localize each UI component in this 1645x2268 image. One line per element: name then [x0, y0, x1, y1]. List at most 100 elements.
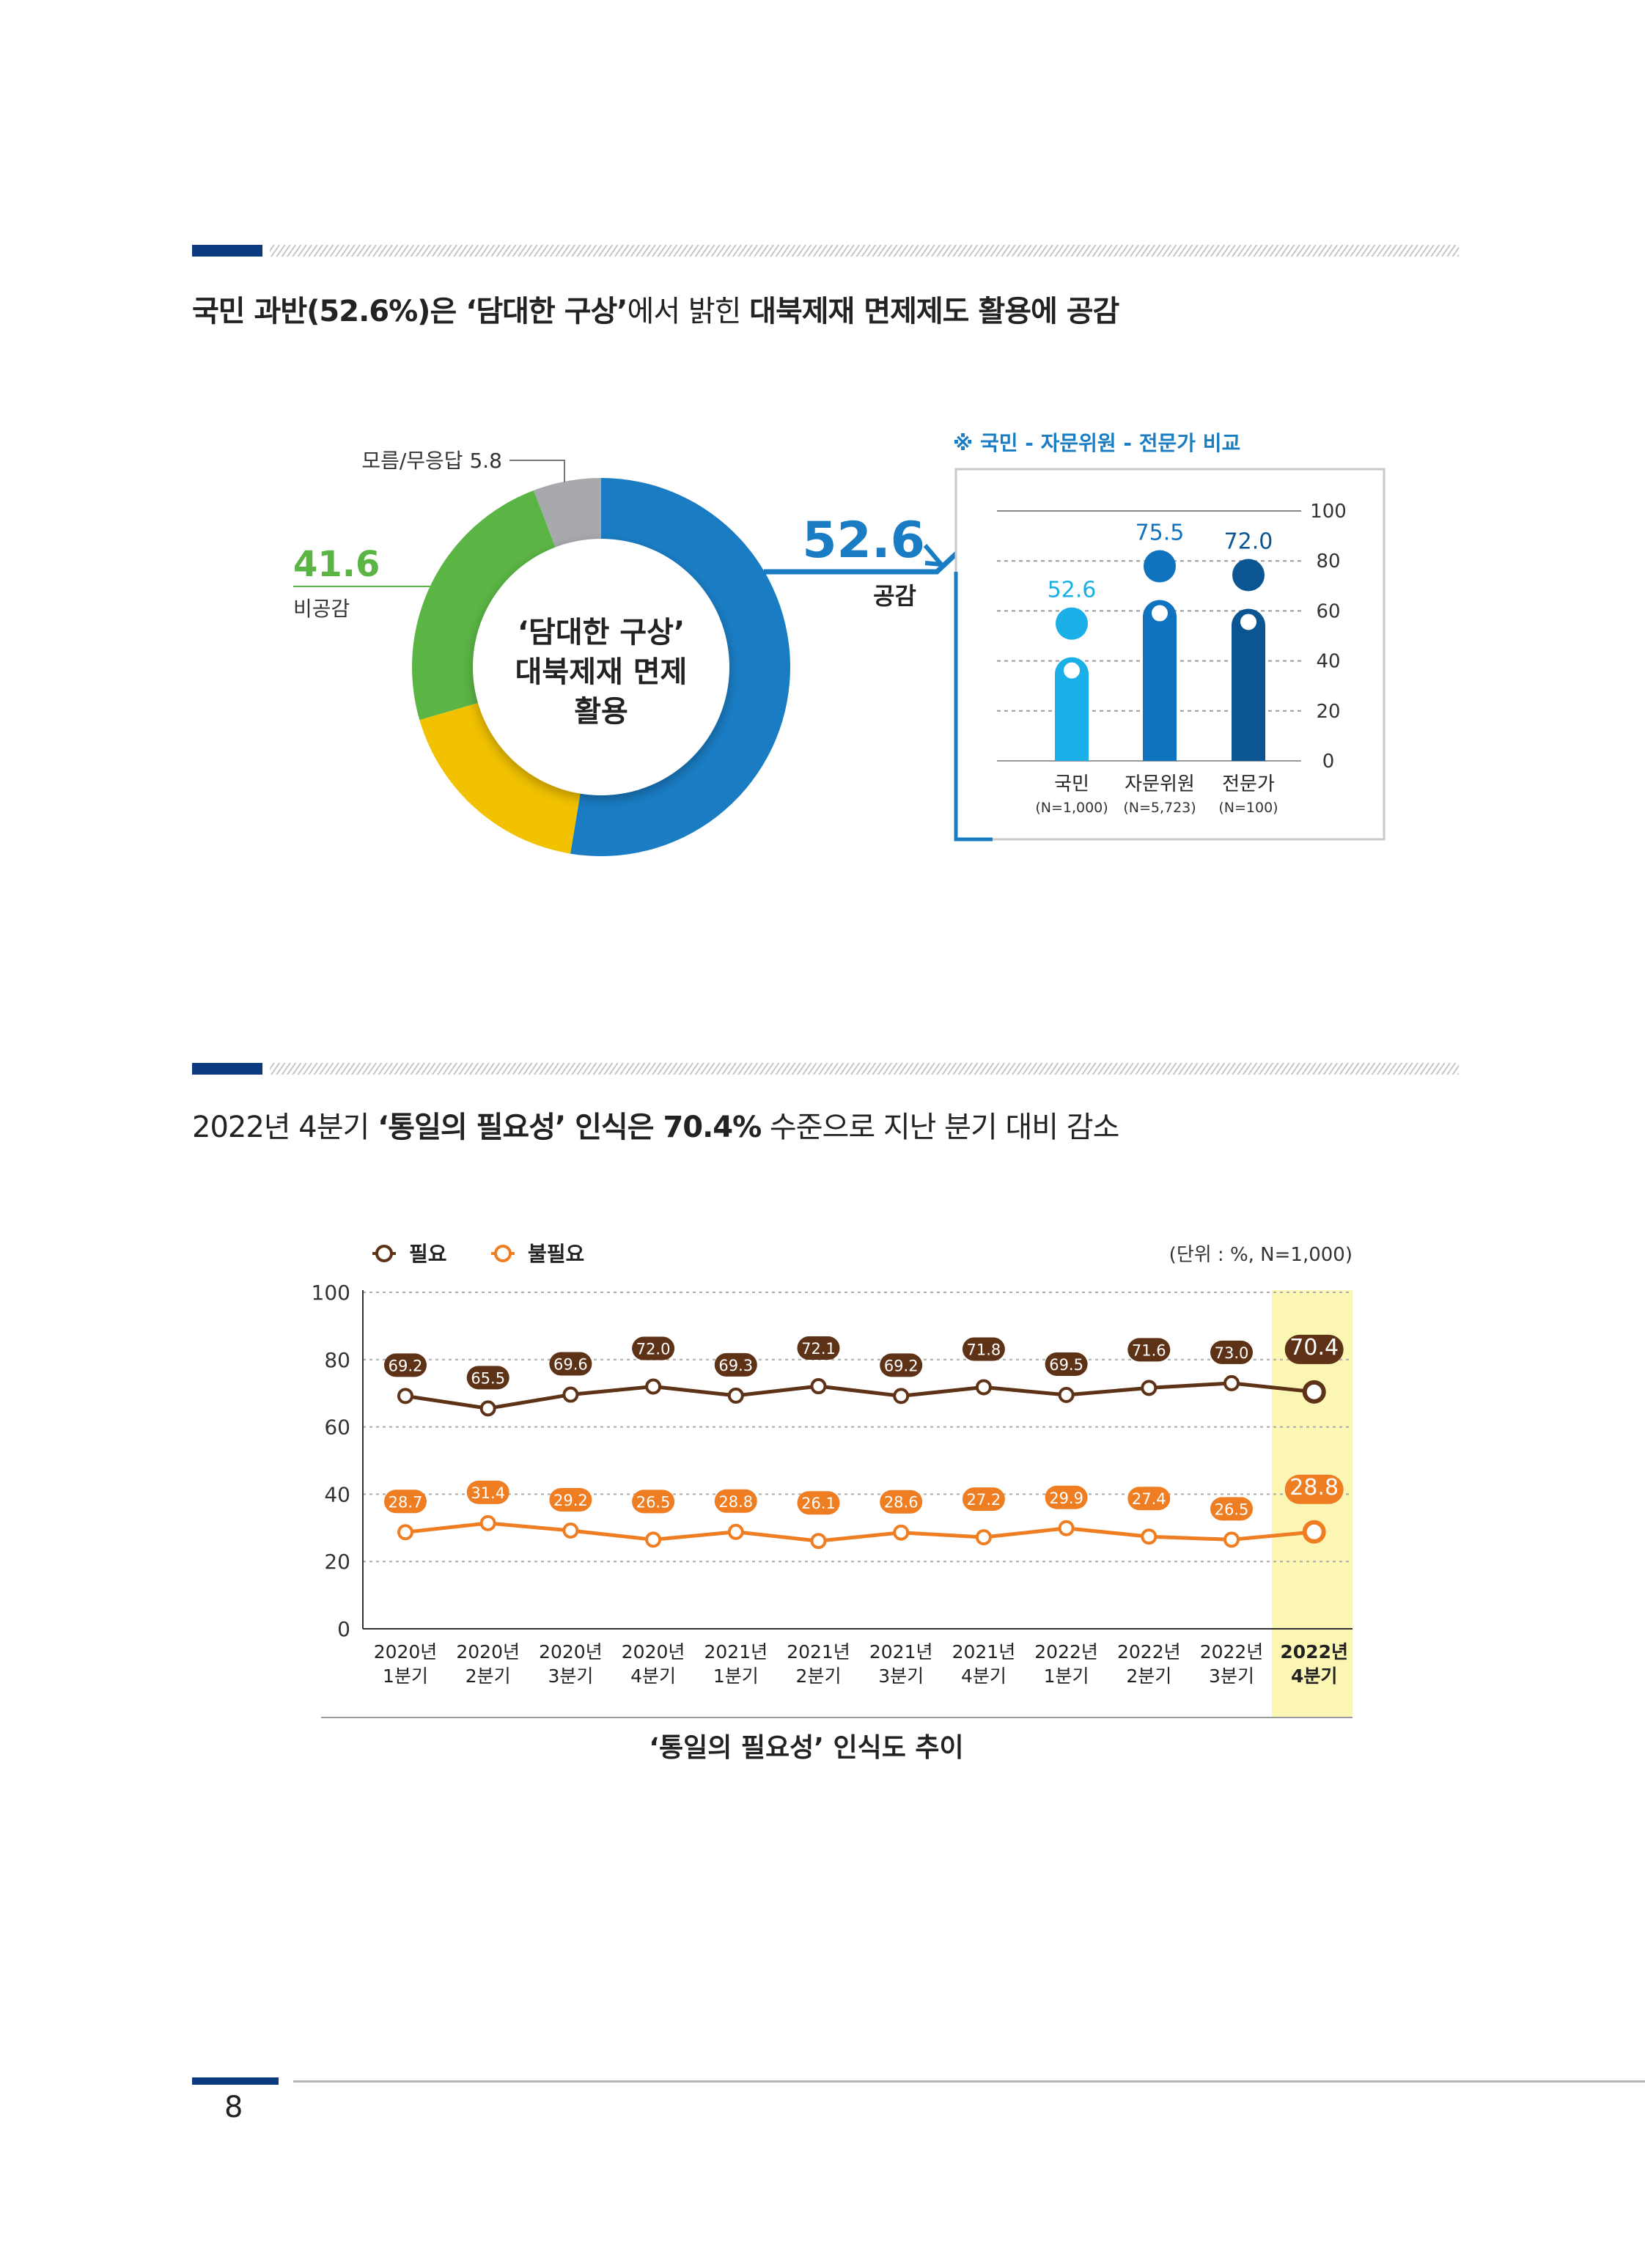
- trend-data-label: 70.4: [1289, 1335, 1339, 1361]
- trend-point: [810, 1533, 827, 1550]
- comparison-bar: [1143, 600, 1177, 761]
- trend-ytick: 20: [324, 1550, 350, 1574]
- footer-accent-bar: [192, 2077, 279, 2085]
- comparison-head: [1144, 550, 1176, 583]
- trend-data-label: 65.5: [471, 1369, 505, 1387]
- trend-xtick-year: 2022년: [1200, 1641, 1264, 1663]
- trend-data-label: 73.0: [1215, 1344, 1249, 1362]
- trend-xtick-quarter: 1분기: [713, 1665, 759, 1687]
- trend-xtick-quarter: 3분기: [548, 1665, 593, 1687]
- comparison-value-label: 75.5: [1136, 520, 1185, 546]
- trend-data-label: 28.6: [884, 1494, 919, 1512]
- trend-xtick-year: 2021년: [787, 1641, 850, 1663]
- agree-callout: 52.6 공감: [764, 512, 963, 610]
- comparison-category: 전문가: [1222, 773, 1275, 795]
- trend-data-label-pill: [962, 1487, 1005, 1512]
- trend-xtick-year: 2020년: [622, 1641, 685, 1663]
- trend-data-label-pill: [632, 1336, 675, 1361]
- trend-xtick-quarter: 3분기: [878, 1665, 924, 1687]
- comparison-head: [1056, 607, 1088, 640]
- trend-point: [893, 1388, 910, 1404]
- trend-ytick: 40: [324, 1482, 350, 1506]
- donut-segment-disagree: [412, 490, 559, 721]
- trend-data-label-pill: [1210, 1497, 1253, 1521]
- agree-value: 52.6: [802, 512, 925, 570]
- trend-ytick: 80: [324, 1348, 350, 1372]
- comparison-bar: [1232, 608, 1265, 761]
- comparison-ytick: 100: [1310, 501, 1347, 523]
- comparison-sample-size: (N=100): [1218, 800, 1278, 816]
- trend-point: [975, 1529, 992, 1546]
- trend-data-label: 28.8: [1289, 1475, 1339, 1501]
- trend-data-label-pill: [384, 1490, 427, 1514]
- trend-xtick-year: 2021년: [869, 1641, 933, 1663]
- trend-data-label: 26.1: [801, 1495, 836, 1512]
- trend-point: [727, 1387, 744, 1404]
- chart-caption: ‘통일의 필요성’ 인식도 추이: [649, 1733, 963, 1763]
- legend-no-need-label: 불필요: [528, 1242, 584, 1266]
- unknown-label: 모름/무응답 5.8: [361, 449, 502, 473]
- trend-data-label-pill: [1045, 1485, 1088, 1509]
- donut-center: [473, 539, 729, 795]
- trend-xtick-quarter: 2분기: [796, 1665, 842, 1687]
- trend-data-label-pill: [880, 1490, 923, 1514]
- need-series-line: [405, 1381, 1314, 1410]
- trend-xtick-year: 2022년: [1280, 1641, 1348, 1663]
- trend-xtick-year: 2020년: [539, 1641, 603, 1663]
- comparison-box-accent: [954, 572, 993, 842]
- trend-point: [975, 1379, 992, 1396]
- trend-data-label: 72.1: [801, 1340, 836, 1358]
- trend-data-label: 71.6: [1132, 1341, 1166, 1359]
- trend-data-label: 72.0: [636, 1341, 671, 1358]
- trend-xtick-quarter: 4분기: [961, 1665, 1006, 1687]
- disagree-value: 41.6: [293, 544, 380, 585]
- section-divider: [192, 1063, 1459, 1075]
- no-need-series-line: [405, 1521, 1314, 1543]
- comparison-sample-size: (N=1,000): [1035, 800, 1108, 816]
- comparison-ytick: 80: [1316, 551, 1340, 572]
- comparison-sample-size: (N=5,723): [1123, 800, 1196, 816]
- section-heading: 국민 과반(52.6%)은 ‘담대한 구상’에서 밝힌 대북제재 면제제도 활용…: [192, 295, 1119, 328]
- trend-data-label-pill: [549, 1352, 592, 1376]
- section-heading: 2022년 4분기 ‘통일의 필요성’ 인식은 70.4% 수준으로 지난 분기…: [192, 1111, 1119, 1144]
- trend-point: [1223, 1531, 1240, 1548]
- trend-data-label-pill: [880, 1353, 923, 1377]
- trend-xtick-year: 2020년: [374, 1641, 438, 1663]
- trend-xtick-quarter: 1분기: [1044, 1665, 1089, 1687]
- trend-data-label-pill: [466, 1366, 509, 1390]
- trend-point: [1141, 1380, 1158, 1396]
- trend-xtick-year: 2021년: [952, 1641, 1016, 1663]
- trend-xtick-quarter: 4분기: [1291, 1665, 1337, 1687]
- donut-center-line-2: 대북제재 면제: [515, 655, 688, 689]
- agree-label: 공감: [873, 582, 916, 610]
- trend-point: [1141, 1528, 1158, 1545]
- trend-point: [1058, 1386, 1075, 1403]
- trend-data-label-pill: [962, 1337, 1005, 1361]
- donut-chart: ‘담대한 구상’ 대북제재 면제 활용 모름/무응답 5.8 41.6 비공감: [293, 449, 790, 856]
- trend-data-label: 69.5: [1049, 1356, 1083, 1374]
- disagree-label: 비공감: [293, 597, 350, 621]
- trend-data-label-pill: [797, 1491, 840, 1515]
- comparison-ytick: 20: [1316, 701, 1340, 723]
- trend-xtick-year: 2021년: [704, 1641, 768, 1663]
- trend-data-label: 69.2: [389, 1357, 423, 1374]
- trend-data-label: 71.8: [967, 1341, 1001, 1358]
- comparison-value-label: 72.0: [1224, 529, 1273, 554]
- trend-data-label-pill: [1284, 1474, 1344, 1504]
- unknown-leader-line: [509, 460, 565, 482]
- donut-segment-unknown: [534, 478, 601, 558]
- agree-arrow-tip: [923, 544, 947, 567]
- trend-point: [645, 1378, 662, 1395]
- legend-no-need-marker: [494, 1245, 512, 1262]
- trend-data-label-pill: [1045, 1352, 1088, 1376]
- comparison-bar-dot: [1062, 660, 1081, 680]
- legend-need-marker: [375, 1245, 393, 1262]
- donut-center-line-3: 활용: [574, 695, 628, 729]
- trend-xtick-year: 2020년: [456, 1641, 520, 1663]
- comparison-title: ※ 국민 - 자문위원 - 전문가 비교: [953, 431, 1240, 455]
- comparison-ytick: 40: [1316, 651, 1340, 673]
- comparison-ytick: 60: [1316, 600, 1340, 622]
- page-number: 8: [224, 2091, 243, 2124]
- trend-point: [397, 1524, 413, 1541]
- comparison-category: 자문위원: [1125, 773, 1195, 795]
